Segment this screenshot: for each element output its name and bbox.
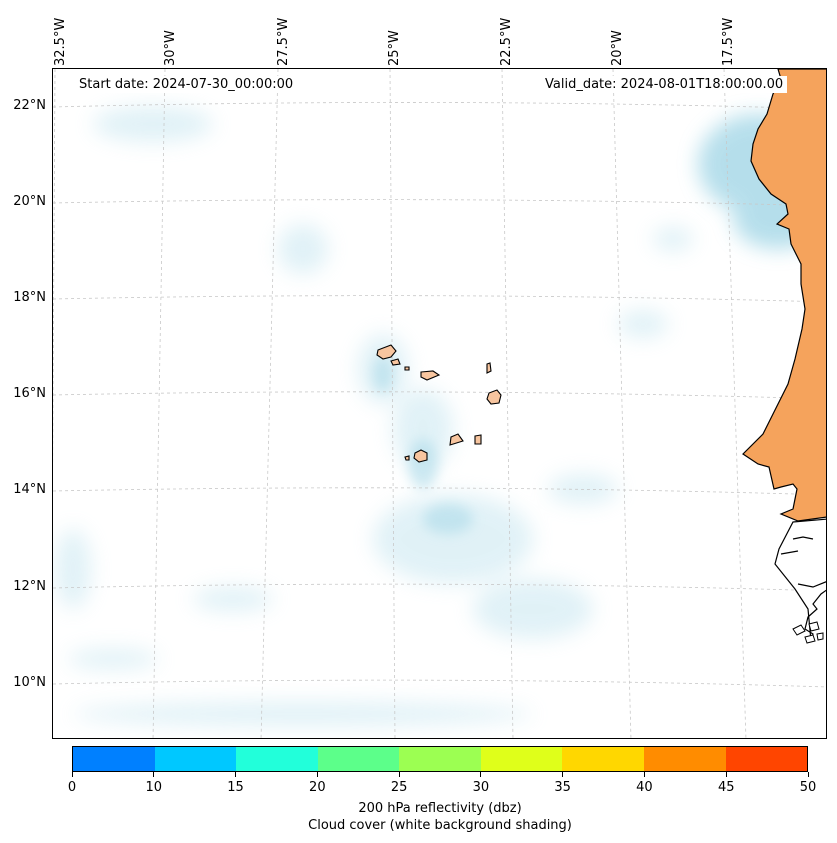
lat-label-20n: 20°N (13, 194, 46, 209)
lon-label-32-5w: 32.5°W (53, 17, 68, 66)
start-date-label: Start date: 2024-07-30_00:00:00 (75, 76, 298, 93)
coastal-islands (792, 621, 824, 644)
colorbar-segment (236, 747, 318, 771)
map-frame (52, 68, 827, 739)
colorbar-tick (643, 772, 645, 777)
lon-label-25w: 25°W (387, 30, 402, 66)
cloud-cover (55, 106, 823, 726)
colorbar-tick (398, 772, 400, 777)
colorbar-tick (807, 772, 809, 777)
colorbar-tick-label: 0 (67, 780, 77, 795)
colorbar (72, 746, 808, 772)
colorbar-label-line1: 200 hPa reflectivity (dbz) (358, 801, 522, 816)
lon-label-27-5w: 27.5°W (276, 17, 291, 66)
lon-label-20w: 20°W (610, 30, 625, 66)
colorbar-segment (480, 747, 563, 771)
lon-label-30w: 30°W (163, 30, 178, 66)
colorbar-tick (153, 772, 155, 777)
colorbar-segment (725, 747, 808, 771)
lat-label-14n: 14°N (13, 482, 46, 497)
colorbar-tick-label: 40 (636, 780, 653, 795)
lat-label-16n: 16°N (13, 386, 46, 401)
lat-label-10n: 10°N (13, 675, 46, 690)
lon-label-22-5w: 22.5°W (499, 17, 514, 66)
colorbar-tick (316, 772, 318, 777)
lon-label-17-5w: 17.5°W (721, 17, 736, 66)
valid-date-label: Valid_date: 2024-08-01T18:00:00.00 (541, 76, 788, 93)
africa-mainland (742, 69, 826, 642)
colorbar-tick-label: 30 (472, 780, 490, 795)
colorbar-tick-label: 20 (309, 780, 326, 795)
colorbar-segment (643, 747, 726, 771)
colorbar-tick-label: 35 (554, 780, 571, 795)
colorbar-segment (317, 747, 400, 771)
lat-label-12n: 12°N (13, 579, 46, 594)
colorbar-segment (73, 747, 155, 771)
colorbar-tick-label: 10 (145, 780, 163, 795)
colorbar-tick (235, 772, 237, 777)
colorbar-segment (399, 747, 481, 771)
cape-verde-islands (376, 344, 502, 463)
colorbar-tick (562, 772, 564, 777)
colorbar-segment (154, 747, 237, 771)
lat-label-22n: 22°N (13, 98, 46, 113)
colorbar-tick-label: 15 (227, 780, 244, 795)
colorbar-tick-label: 25 (390, 780, 408, 795)
map-canvas (53, 69, 826, 738)
colorbar-tick (725, 772, 727, 777)
colorbar-tick (71, 772, 73, 777)
colorbar-tick (480, 772, 482, 777)
colorbar-segment (562, 747, 644, 771)
graticule (53, 69, 826, 738)
colorbar-tick-label: 50 (799, 780, 817, 795)
colorbar-tick-label: 45 (717, 780, 735, 795)
colorbar-label-line2: Cloud cover (white background shading) (308, 818, 572, 833)
lat-label-18n: 18°N (13, 290, 46, 305)
